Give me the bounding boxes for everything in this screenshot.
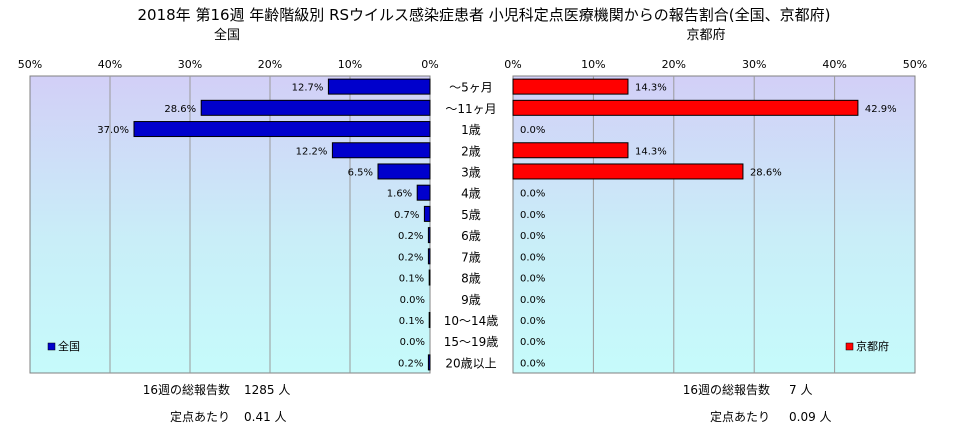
category-label: 4歳 (461, 187, 481, 201)
value-label-national: 12.2% (296, 146, 328, 157)
footer-per-site-label-national: 定点あたり (170, 409, 230, 424)
bar-national (427, 354, 431, 371)
category-label: 2歳 (461, 144, 481, 158)
x-tick-label-right: 30% (742, 58, 766, 71)
value-label-kyoto: 0.0% (520, 337, 545, 348)
category-label: 6歳 (461, 229, 481, 243)
footer-per-site-label-kyoto: 定点あたり (710, 409, 770, 424)
x-tick-label-right: 20% (662, 58, 686, 71)
category-label: 1歳 (461, 123, 481, 137)
x-tick-label-left: 0% (421, 58, 438, 71)
value-label-kyoto: 28.6% (750, 167, 782, 178)
value-label-kyoto: 0.0% (520, 295, 545, 306)
value-label-kyoto: 0.0% (520, 358, 545, 369)
bar-national (377, 163, 431, 180)
value-label-kyoto: 0.0% (520, 274, 545, 285)
value-label-kyoto: 0.0% (520, 252, 545, 263)
x-tick-label-left: 50% (18, 58, 42, 71)
plot-area-right (512, 75, 916, 374)
category-label: 7歳 (461, 250, 481, 264)
legend-label-national: 全国 (58, 339, 80, 353)
value-label-national: 37.0% (97, 125, 129, 136)
x-tick-label-left: 40% (98, 58, 122, 71)
x-tick-label-right: 10% (581, 58, 605, 71)
x-tick-label-left: 10% (338, 58, 362, 71)
category-label: 20歳以上 (445, 356, 496, 370)
value-label-national: 6.5% (348, 167, 373, 178)
bar-national (428, 311, 431, 328)
bar-kyoto (512, 142, 629, 159)
category-label: 3歳 (461, 165, 481, 179)
bar-national (416, 184, 431, 201)
value-label-national: 0.2% (398, 231, 423, 242)
value-label-kyoto: 0.0% (520, 189, 545, 200)
value-label-national: 0.1% (399, 316, 424, 327)
x-tick-label-right: 40% (822, 58, 846, 71)
bar-national (423, 205, 431, 222)
category-label: 10～14歳 (444, 314, 499, 328)
category-label: 5歳 (461, 208, 481, 222)
x-tick-label-left: 30% (178, 58, 202, 71)
value-label-national: 0.0% (400, 337, 425, 348)
bar-national (327, 78, 431, 95)
category-label: ～5ヶ月 (449, 81, 493, 95)
bar-national (427, 248, 431, 265)
legend-swatch-kyoto (845, 342, 854, 351)
bar-kyoto (512, 99, 859, 116)
x-tick-label-left: 20% (258, 58, 282, 71)
value-label-kyoto: 0.0% (520, 210, 545, 221)
value-label-national: 1.6% (387, 189, 412, 200)
bar-national (331, 142, 431, 159)
plot-area-left (29, 75, 431, 374)
legend-label-kyoto: 京都府 (856, 339, 889, 353)
x-tick-label-right: 50% (903, 58, 927, 71)
bar-kyoto (512, 163, 744, 180)
category-label: 8歳 (461, 272, 481, 286)
legend-swatch-national (47, 342, 56, 351)
x-tick-label-right: 0% (504, 58, 521, 71)
footer-per-site-value-kyoto: 0.09 人 (789, 410, 832, 424)
value-label-national: 0.0% (400, 295, 425, 306)
category-label: 9歳 (461, 293, 481, 307)
footer-total-label-kyoto: 16週の総報告数 (683, 382, 770, 397)
panel-title-left: 全国 (214, 27, 240, 43)
value-label-national: 12.7% (292, 83, 324, 94)
bar-kyoto (512, 78, 629, 95)
value-label-kyoto: 0.0% (520, 316, 545, 327)
bar-national (133, 121, 431, 138)
footer-total-label-national: 16週の総報告数 (143, 382, 230, 397)
value-label-kyoto: 0.0% (520, 231, 545, 242)
value-label-national: 0.7% (394, 210, 419, 221)
footer-per-site-value-national: 0.41 人 (244, 410, 287, 424)
chart-title: 2018年 第16週 年齢階級別 RSウイルス感染症患者 小児科定点医療機関から… (138, 6, 831, 24)
bar-national (200, 99, 431, 116)
value-label-national: 0.2% (398, 252, 423, 263)
category-label: 15～19歳 (444, 335, 499, 349)
bar-national (428, 269, 431, 286)
value-label-kyoto: 14.3% (635, 83, 667, 94)
value-label-kyoto: 14.3% (635, 146, 667, 157)
value-label-national: 0.1% (399, 274, 424, 285)
bar-national (427, 227, 431, 244)
value-label-kyoto: 0.0% (520, 125, 545, 136)
category-label: ～11ヶ月 (445, 102, 496, 116)
value-label-national: 28.6% (164, 104, 196, 115)
value-label-kyoto: 42.9% (865, 104, 897, 115)
footer-total-value-kyoto: 7 人 (789, 383, 812, 397)
footer-total-value-national: 1285 人 (244, 383, 290, 397)
panel-title-right: 京都府 (686, 28, 725, 43)
value-label-national: 0.2% (398, 358, 423, 369)
